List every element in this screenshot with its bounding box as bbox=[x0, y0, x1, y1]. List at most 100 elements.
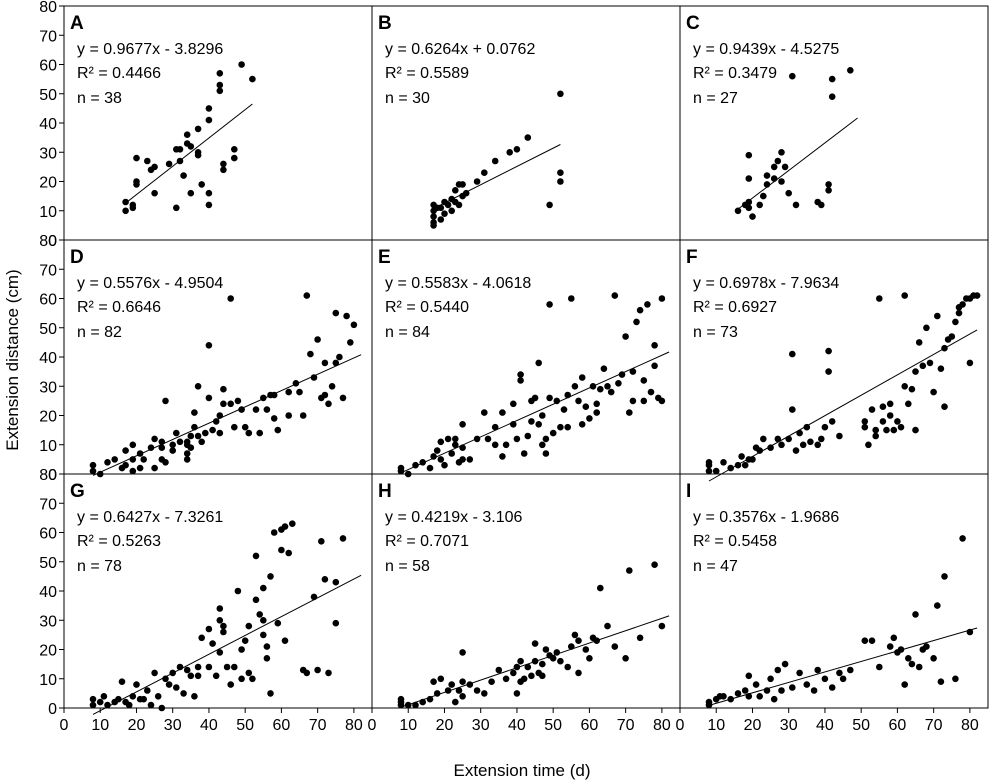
data-point bbox=[712, 467, 720, 475]
y-tick-label: 50 bbox=[39, 87, 57, 104]
data-point bbox=[118, 678, 126, 685]
data-point bbox=[234, 587, 242, 595]
data-point bbox=[158, 444, 166, 452]
y-tick-label: 80 bbox=[39, 233, 57, 250]
data-point bbox=[781, 163, 789, 171]
data-point bbox=[209, 640, 216, 647]
data-point bbox=[531, 394, 539, 402]
data-point bbox=[437, 675, 445, 683]
panel-letter: E bbox=[378, 247, 391, 268]
data-point bbox=[571, 383, 579, 390]
y-tick-label: 60 bbox=[39, 526, 57, 543]
data-point bbox=[774, 435, 782, 443]
regression-equation: y = 0.9439x - 4.5275 bbox=[693, 41, 839, 58]
data-point bbox=[908, 660, 916, 668]
data-point bbox=[886, 400, 894, 408]
sample-size-label: n = 47 bbox=[693, 558, 738, 575]
y-tick-label: 60 bbox=[39, 58, 57, 75]
data-point bbox=[459, 693, 466, 700]
data-point bbox=[452, 198, 459, 206]
data-point bbox=[245, 622, 253, 630]
data-point bbox=[611, 643, 619, 650]
data-point bbox=[100, 693, 108, 700]
data-point bbox=[651, 362, 658, 370]
data-point bbox=[180, 172, 187, 179]
data-point bbox=[452, 187, 459, 194]
data-point bbox=[825, 368, 832, 375]
data-point bbox=[792, 201, 800, 209]
y-tick-label: 0 bbox=[48, 467, 57, 484]
data-point bbox=[810, 687, 818, 694]
data-point bbox=[430, 453, 437, 460]
data-point bbox=[238, 646, 245, 653]
data-point bbox=[792, 447, 800, 454]
r-squared-label: R² = 0.5458 bbox=[693, 533, 777, 550]
data-point bbox=[245, 669, 253, 677]
data-point bbox=[187, 432, 195, 440]
regression-line bbox=[737, 117, 858, 210]
data-point bbox=[908, 385, 916, 393]
data-point bbox=[872, 426, 879, 434]
data-point bbox=[104, 459, 111, 466]
data-point bbox=[524, 432, 532, 440]
data-point bbox=[205, 394, 213, 402]
data-point bbox=[194, 663, 202, 671]
data-point bbox=[622, 655, 629, 662]
panel-letter: F bbox=[686, 247, 698, 268]
regression-equation: y = 0.6978x - 7.9634 bbox=[693, 275, 839, 292]
data-point bbox=[350, 321, 358, 329]
data-point bbox=[176, 438, 184, 446]
data-point bbox=[760, 192, 767, 200]
data-point bbox=[513, 146, 521, 153]
data-point bbox=[926, 359, 934, 367]
data-point bbox=[578, 374, 586, 381]
data-point bbox=[220, 166, 227, 174]
data-point bbox=[183, 666, 191, 674]
data-point bbox=[437, 456, 445, 463]
data-point bbox=[343, 312, 350, 320]
data-point bbox=[183, 450, 191, 457]
data-point bbox=[285, 549, 293, 557]
data-point bbox=[307, 350, 314, 358]
data-point bbox=[894, 418, 901, 425]
data-point bbox=[651, 561, 658, 568]
plot-layer: Ay = 0.9677x - 3.8296 R² = 0.4466 n = 38 By… bbox=[39, 0, 989, 734]
panel-letter: H bbox=[378, 481, 392, 502]
panel-letter: B bbox=[378, 13, 392, 34]
data-point bbox=[622, 333, 629, 340]
data-point bbox=[183, 456, 191, 463]
data-point bbox=[651, 342, 658, 349]
data-point bbox=[133, 154, 140, 162]
data-point bbox=[955, 309, 963, 317]
x-tick-label: 50 bbox=[852, 717, 870, 734]
regression-line bbox=[433, 144, 561, 210]
y-tick-label: 50 bbox=[39, 321, 57, 338]
data-point bbox=[303, 669, 311, 677]
x-tick-label: 10 bbox=[399, 717, 417, 734]
data-point bbox=[760, 435, 767, 443]
data-point bbox=[778, 687, 785, 694]
sample-size-label: n = 82 bbox=[77, 324, 122, 341]
data-point bbox=[615, 380, 622, 387]
data-point bbox=[818, 201, 825, 209]
data-point bbox=[839, 675, 847, 683]
data-point bbox=[332, 578, 340, 586]
data-point bbox=[205, 201, 213, 209]
data-point bbox=[770, 695, 778, 703]
data-point bbox=[524, 134, 532, 141]
data-point bbox=[318, 538, 325, 545]
data-point bbox=[575, 669, 582, 677]
y-tick-label: 70 bbox=[39, 262, 57, 279]
regression-equation: y = 0.6427x - 7.3261 bbox=[77, 509, 223, 526]
data-point bbox=[144, 157, 151, 165]
data-point bbox=[546, 394, 553, 402]
data-point bbox=[912, 368, 919, 375]
data-point bbox=[144, 687, 151, 694]
x-tick-label: 60 bbox=[273, 717, 291, 734]
data-point bbox=[285, 388, 293, 396]
panel-letter: I bbox=[686, 481, 691, 502]
data-point bbox=[321, 576, 329, 583]
data-point bbox=[539, 412, 546, 419]
data-point bbox=[763, 172, 771, 179]
